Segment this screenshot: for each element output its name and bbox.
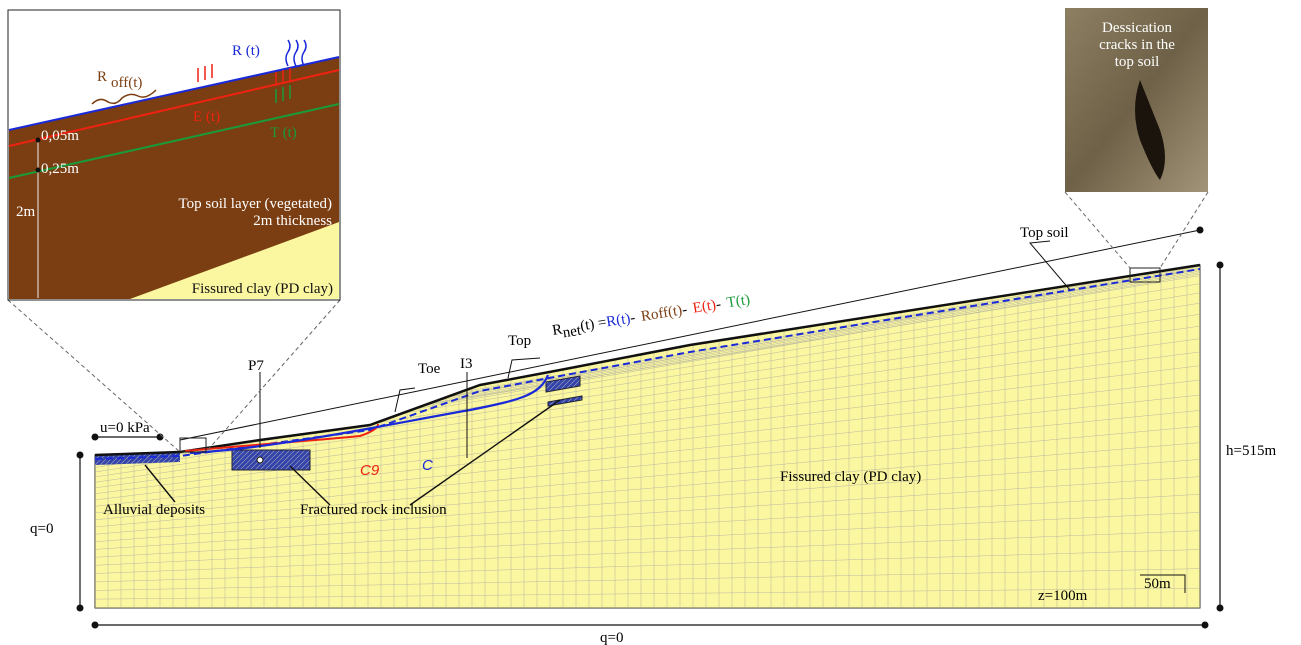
label: Fissured clay (PD clay) bbox=[780, 469, 921, 485]
label: R (t) bbox=[232, 43, 260, 59]
eq-part: - bbox=[629, 310, 636, 327]
label: P7 bbox=[248, 358, 264, 374]
label: C9 bbox=[360, 462, 380, 479]
label: R bbox=[97, 69, 107, 85]
label: q=0 bbox=[30, 521, 53, 537]
rock-inclusion bbox=[232, 450, 310, 470]
dot bbox=[92, 434, 99, 441]
label: off(t) bbox=[111, 75, 142, 91]
label: Toe bbox=[418, 361, 441, 377]
zoom-line bbox=[206, 300, 340, 452]
label: Fissured clay (PD clay) bbox=[192, 281, 333, 297]
figure: R (t) Roff(t) E (t) T (t) 0,05m 0,25m 2m… bbox=[0, 0, 1301, 645]
equation: Rnet(t) =R(t)-Roff(t)-E(t)-T(t) bbox=[551, 292, 752, 343]
eq-part: - bbox=[715, 296, 722, 313]
label: 50m bbox=[1144, 576, 1171, 592]
label: Alluvial deposits bbox=[103, 502, 205, 518]
label: Fractured rock inclusion bbox=[300, 502, 447, 518]
dot bbox=[1202, 622, 1209, 629]
dot bbox=[1217, 262, 1224, 269]
topsoil-pointer bbox=[1030, 241, 1070, 290]
label: 0,05m bbox=[41, 128, 79, 144]
label: u=0 kPa bbox=[100, 420, 150, 436]
dot bbox=[77, 605, 84, 612]
label: C bbox=[422, 457, 433, 474]
label: top soil bbox=[1115, 54, 1160, 70]
dot bbox=[77, 452, 84, 459]
label: cracks in the bbox=[1099, 37, 1175, 53]
photo: Dessication cracks in the top soil bbox=[1065, 8, 1208, 192]
label: I3 bbox=[460, 356, 473, 372]
p7-point bbox=[257, 457, 263, 463]
label: q=0 bbox=[600, 630, 623, 645]
label: 0,25m bbox=[41, 161, 79, 177]
dot bbox=[1197, 227, 1204, 234]
label: Dessication bbox=[1102, 20, 1172, 36]
dot bbox=[92, 622, 99, 629]
eq-part: R(t) bbox=[605, 311, 631, 331]
label: 2m bbox=[16, 204, 36, 220]
label: h=515m bbox=[1226, 443, 1276, 459]
label: E (t) bbox=[193, 109, 220, 125]
dot bbox=[1217, 605, 1224, 612]
eq-part: E(t) bbox=[692, 297, 718, 316]
label: Top bbox=[508, 333, 531, 349]
label: z=100m bbox=[1038, 588, 1088, 604]
eq-part: (t) = bbox=[579, 315, 608, 335]
zoom-line bbox=[8, 300, 180, 452]
label: T (t) bbox=[270, 125, 297, 141]
eq-part: - bbox=[681, 302, 688, 319]
label: Top soil layer (vegetated) bbox=[179, 196, 332, 212]
eq-part: T(t) bbox=[726, 292, 752, 311]
label: 2m thickness bbox=[253, 213, 332, 229]
zoom-line bbox=[1065, 192, 1130, 268]
label: Top soil bbox=[1020, 225, 1069, 241]
